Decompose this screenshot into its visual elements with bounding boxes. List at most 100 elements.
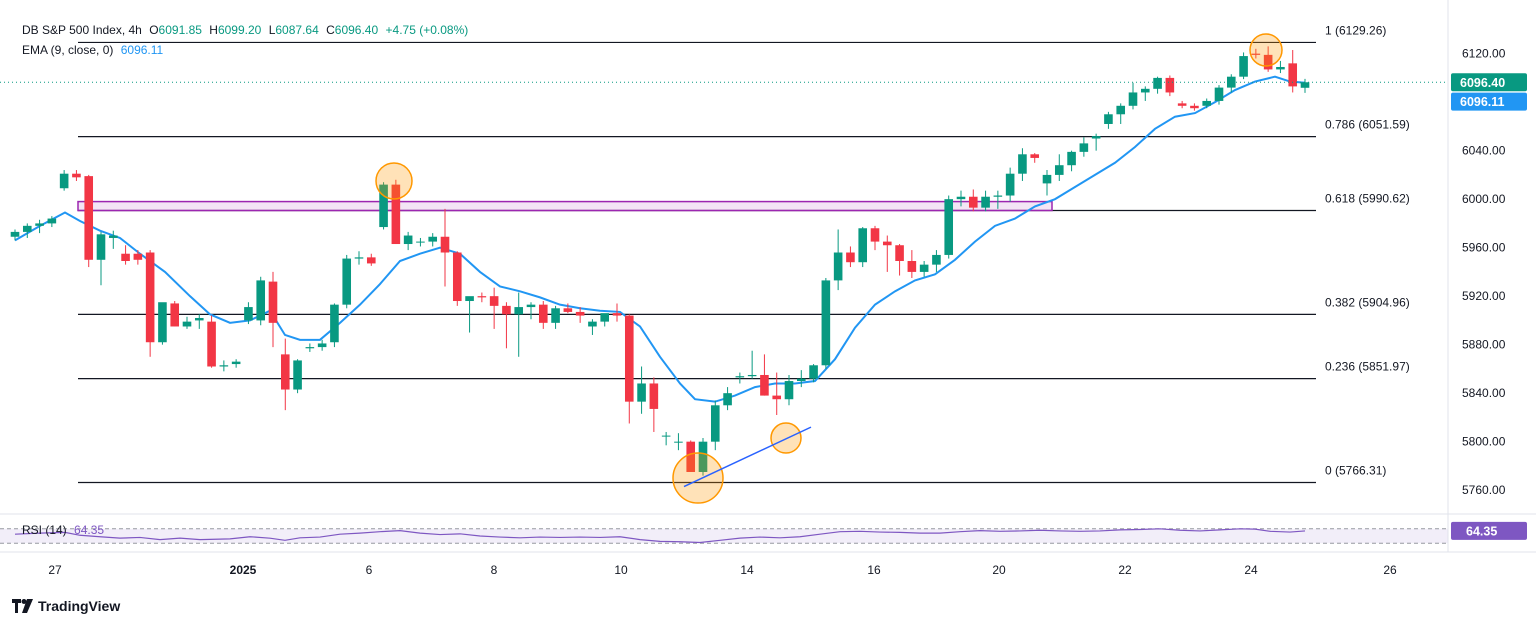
candle-body bbox=[833, 252, 843, 281]
candle-body bbox=[35, 223, 44, 226]
candle-body bbox=[600, 313, 610, 322]
candle-body bbox=[108, 235, 118, 238]
candle-body bbox=[1067, 151, 1076, 166]
candle-body bbox=[526, 304, 536, 308]
candle-body bbox=[1190, 105, 1199, 109]
time-tick-label: 20 bbox=[992, 563, 1006, 577]
candle-body bbox=[1116, 105, 1126, 115]
candle-body bbox=[1177, 103, 1187, 106]
candle-body bbox=[1300, 82, 1310, 88]
resistance-zone bbox=[77, 200, 1053, 212]
candle-body bbox=[1202, 100, 1212, 106]
last-price-tag: 6096.40 bbox=[1460, 76, 1505, 90]
candle-body bbox=[784, 381, 794, 400]
candle-body bbox=[1104, 114, 1113, 124]
candle-body bbox=[1251, 53, 1261, 55]
candle-body bbox=[342, 258, 352, 305]
price-tick-label: 5920.00 bbox=[1462, 289, 1506, 303]
price-tick-label: 6000.00 bbox=[1462, 192, 1506, 206]
time-tick-label: 26 bbox=[1383, 563, 1397, 577]
candle-body bbox=[919, 264, 929, 272]
time-tick-label: 2025 bbox=[230, 563, 257, 577]
candle-body bbox=[244, 307, 253, 321]
ohlc-legend: DB S&P 500 Index, 4h O6091.85 H6099.20 L… bbox=[22, 23, 472, 37]
rsi-label: RSI (14) bbox=[22, 523, 67, 537]
candle-body bbox=[1165, 77, 1175, 93]
candle-body bbox=[84, 176, 94, 260]
candle-body bbox=[170, 303, 180, 327]
candle-body bbox=[809, 365, 818, 379]
candle-body bbox=[354, 257, 364, 259]
candle-body bbox=[674, 441, 683, 443]
highlight-circle bbox=[375, 162, 413, 200]
candle-body bbox=[968, 196, 978, 208]
candle-body bbox=[1276, 66, 1285, 70]
candle-body bbox=[47, 218, 57, 224]
candle-body bbox=[1263, 54, 1273, 70]
tradingview-logo[interactable]: TradingView bbox=[12, 598, 120, 614]
candle-body bbox=[207, 321, 216, 367]
time-tick-label: 16 bbox=[867, 563, 881, 577]
time-tick-label: 8 bbox=[491, 563, 498, 577]
candle-body bbox=[1214, 87, 1224, 101]
candle-body bbox=[796, 378, 806, 382]
candle-body bbox=[59, 173, 69, 189]
candle-body bbox=[514, 307, 524, 315]
fib-label: 0.382 (5904.96) bbox=[1325, 295, 1410, 309]
candle-body bbox=[182, 321, 192, 327]
symbol-title[interactable]: DB S&P 500 Index, 4h bbox=[22, 23, 142, 37]
candle-body bbox=[133, 253, 143, 260]
price-tick-label: 6040.00 bbox=[1462, 144, 1506, 158]
candle-body bbox=[489, 296, 499, 306]
time-tick-label: 6 bbox=[366, 563, 373, 577]
rsi-legend[interactable]: RSI (14) 64.35 bbox=[22, 523, 108, 537]
candle-body bbox=[870, 228, 880, 242]
time-axis[interactable]: 27 2025 6 8 10 14 16 20 22 24 26 bbox=[0, 551, 1536, 577]
candle-body bbox=[22, 225, 32, 232]
candle-body bbox=[907, 261, 917, 272]
price-tick-label: 5760.00 bbox=[1462, 483, 1506, 497]
fib-label: 0.786 (6051.59) bbox=[1325, 118, 1410, 132]
candle-body bbox=[1005, 173, 1015, 196]
highlight-circle bbox=[672, 452, 724, 504]
time-tick-label: 14 bbox=[740, 563, 754, 577]
price-tick-label: 5840.00 bbox=[1462, 386, 1506, 400]
price-tick-label: 5880.00 bbox=[1462, 338, 1506, 352]
candle-body bbox=[661, 435, 671, 437]
fib-label: 0 (5766.31) bbox=[1325, 464, 1386, 478]
candle-body bbox=[821, 280, 831, 366]
candle-body bbox=[1128, 92, 1138, 106]
trendline bbox=[683, 426, 812, 488]
candle-body bbox=[1226, 76, 1236, 88]
candle-body bbox=[710, 405, 720, 442]
candle-body bbox=[846, 252, 855, 263]
ema-value: 6096.11 bbox=[120, 43, 164, 57]
candle-body bbox=[637, 383, 646, 402]
low-value: 6087.64 bbox=[275, 23, 319, 37]
ema-price-tag-bg bbox=[1451, 92, 1527, 111]
candle-body bbox=[317, 343, 327, 348]
candle-body bbox=[1153, 77, 1162, 89]
candle-body bbox=[256, 280, 266, 321]
candle-body bbox=[895, 245, 904, 261]
candle-body bbox=[10, 231, 20, 237]
change-value: +4.75 (+0.08%) bbox=[385, 23, 469, 37]
candle-body bbox=[428, 236, 438, 242]
candle-body bbox=[293, 360, 302, 390]
high-label: H bbox=[209, 23, 218, 37]
candle-body bbox=[588, 321, 597, 327]
tradingview-icon bbox=[12, 599, 33, 613]
price-tick-label: 6120.00 bbox=[1462, 47, 1506, 61]
ema-legend[interactable]: EMA (9, close, 0) 6096.11 bbox=[22, 43, 167, 57]
candle-body bbox=[612, 313, 622, 316]
fib-label: 0.236 (5851.97) bbox=[1325, 360, 1410, 374]
high-value: 6099.20 bbox=[217, 23, 262, 37]
price-axis[interactable]: 5760.00 5800.00 5840.00 5880.00 5920.00 5960.… bbox=[1447, 0, 1527, 552]
fib-label: 0.618 (5990.62) bbox=[1325, 192, 1410, 206]
close-value: 6096.40 bbox=[334, 23, 379, 37]
candle-body bbox=[305, 347, 315, 349]
candle-body bbox=[1030, 154, 1040, 158]
highlight-circle bbox=[1249, 33, 1283, 67]
candle-body bbox=[268, 281, 278, 323]
